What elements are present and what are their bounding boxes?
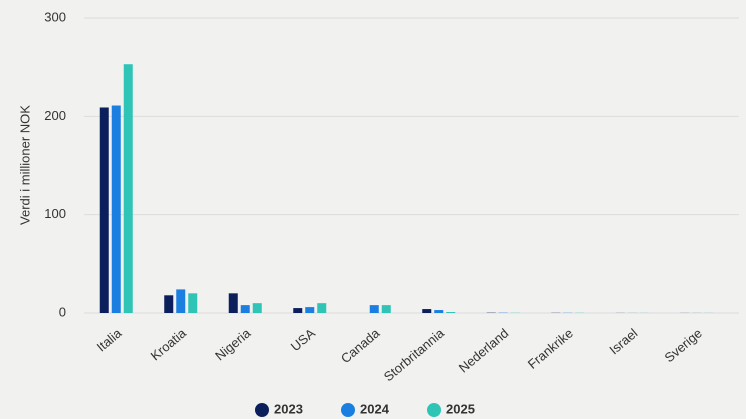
x-tick-label: Italia xyxy=(94,325,125,355)
x-tick-label: USA xyxy=(288,325,318,354)
legend-label: 2025 xyxy=(446,401,475,416)
bar xyxy=(123,64,133,313)
y-tick-label: 100 xyxy=(44,206,66,221)
bar xyxy=(188,293,198,313)
x-tick-label: Israel xyxy=(606,325,640,357)
bar xyxy=(240,305,250,313)
x-tick-label: Kroatia xyxy=(148,325,190,363)
y-tick-label: 300 xyxy=(44,9,66,24)
bar xyxy=(381,305,391,313)
y-axis-label: Verdi i millioner NOK xyxy=(17,105,32,225)
legend-marker xyxy=(341,403,355,417)
legend-marker xyxy=(255,403,269,417)
bar xyxy=(99,107,109,313)
y-tick-label: 0 xyxy=(59,304,66,319)
bar xyxy=(228,293,238,313)
bar xyxy=(164,295,174,313)
legend-label: 2024 xyxy=(360,401,390,416)
x-tick-label: Nigeria xyxy=(212,325,254,363)
bar xyxy=(293,308,303,313)
bar xyxy=(305,307,315,313)
bar xyxy=(252,303,262,313)
bar xyxy=(111,105,121,314)
bar xyxy=(176,289,186,313)
legend-marker xyxy=(427,403,441,417)
bar xyxy=(369,305,379,313)
x-tick-label: Storbritannia xyxy=(381,325,448,384)
bar xyxy=(446,312,456,313)
x-tick-label: Frankrike xyxy=(525,325,576,371)
y-tick-label: 200 xyxy=(44,108,66,123)
x-tick-label: Sverige xyxy=(661,325,704,365)
x-tick-label: Canada xyxy=(338,325,383,366)
bar xyxy=(422,309,432,313)
legend-label: 2023 xyxy=(274,401,303,416)
bar xyxy=(434,310,444,313)
x-tick-label: Nederland xyxy=(456,325,512,375)
bar xyxy=(317,303,327,313)
